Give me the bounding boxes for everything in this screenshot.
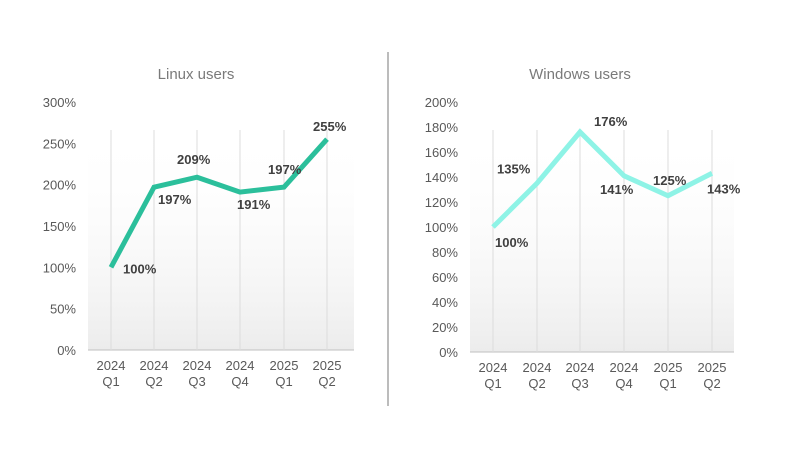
linux-x-axis-labels: 2024 Q1 2024 Q2 2024 Q3 2024 Q4 2025 Q1 2025 Q2 bbox=[97, 358, 342, 389]
windows-x-tick-label: 2024 Q4 bbox=[610, 360, 639, 391]
windows-users-chart: Windows users 0% 20% 40% 60% 80% 100% 120% 140%… bbox=[425, 66, 741, 391]
windows-y-tick-label: 160% bbox=[425, 145, 459, 160]
windows-x-axis-labels: 2024 Q1 2024 Q2 2024 Q3 2024 Q4 2025 Q1 2025 Q2 bbox=[479, 360, 727, 391]
windows-gridlines bbox=[470, 130, 734, 353]
linux-data-label: 209% bbox=[177, 152, 211, 167]
windows-data-label: 125% bbox=[653, 173, 687, 188]
windows-data-label: 141% bbox=[600, 182, 634, 197]
linux-data-label: 255% bbox=[313, 119, 347, 134]
windows-x-tick-label: 2024 Q1 bbox=[479, 360, 508, 391]
linux-y-tick-label: 200% bbox=[43, 178, 77, 193]
linux-x-tick-label: 2024 Q3 bbox=[183, 358, 212, 389]
windows-x-tick-label: 2024 Q3 bbox=[566, 360, 595, 391]
windows-series bbox=[491, 128, 714, 229]
linux-gridlines bbox=[88, 130, 354, 351]
windows-y-tick-label: 40% bbox=[432, 295, 458, 310]
windows-chart-title: Windows users bbox=[529, 66, 631, 83]
linux-x-tick-label: 2024 Q4 bbox=[226, 358, 255, 389]
windows-y-tick-label: 200% bbox=[425, 95, 459, 110]
windows-data-label: 135% bbox=[497, 161, 531, 176]
windows-plot-background bbox=[470, 130, 734, 352]
windows-y-tick-label: 180% bbox=[425, 120, 459, 135]
windows-x-tick-label: 2025 Q2 bbox=[698, 360, 727, 391]
linux-y-tick-label: 100% bbox=[43, 260, 77, 275]
linux-chart-title: Linux users bbox=[158, 66, 235, 83]
linux-data-label: 191% bbox=[237, 197, 271, 212]
windows-y-tick-label: 20% bbox=[432, 320, 458, 335]
linux-y-tick-label: 150% bbox=[43, 219, 77, 234]
linux-x-tick-label: 2024 Q1 bbox=[97, 358, 126, 389]
windows-x-tick-label: 2024 Q2 bbox=[523, 360, 552, 391]
linux-y-tick-label: 0% bbox=[57, 343, 76, 358]
windows-data-labels: 100% 135% 176% 141% 125% 143% bbox=[495, 114, 741, 250]
linux-series-line bbox=[108, 137, 329, 269]
linux-y-tick-label: 300% bbox=[43, 95, 77, 110]
windows-y-tick-label: 140% bbox=[425, 170, 459, 185]
linux-x-tick-label: 2025 Q1 bbox=[270, 358, 299, 389]
windows-y-tick-label: 60% bbox=[432, 270, 458, 285]
linux-y-tick-label: 50% bbox=[50, 302, 76, 317]
linux-data-label: 100% bbox=[123, 261, 157, 276]
linux-y-axis-ticks: 0% 50% 100% 150% 200% 250% 300% bbox=[43, 95, 77, 358]
linux-plot-background bbox=[88, 130, 354, 350]
windows-x-tick-label: 2025 Q1 bbox=[654, 360, 683, 391]
linux-y-tick-label: 250% bbox=[43, 136, 77, 151]
linux-users-chart: Linux users 0% 50% 100% 150% 200% 250% 300% 20… bbox=[43, 66, 354, 389]
windows-y-axis-ticks: 0% 20% 40% 60% 80% 100% 120% 140% 160% 180% 200% bbox=[425, 95, 459, 360]
linux-series bbox=[108, 137, 329, 269]
windows-y-tick-label: 80% bbox=[432, 245, 458, 260]
windows-data-label: 176% bbox=[594, 114, 628, 129]
windows-y-tick-label: 120% bbox=[425, 195, 459, 210]
linux-data-label: 197% bbox=[158, 192, 192, 207]
windows-data-label: 100% bbox=[495, 235, 529, 250]
linux-x-tick-label: 2025 Q2 bbox=[313, 358, 342, 389]
linux-x-tick-label: 2024 Q2 bbox=[140, 358, 169, 389]
windows-series-line bbox=[491, 128, 714, 229]
windows-data-label: 143% bbox=[707, 181, 741, 196]
windows-y-tick-label: 0% bbox=[439, 345, 458, 360]
linux-data-labels: 100% 197% 209% 191% 197% 255% bbox=[123, 119, 347, 276]
linux-data-label: 197% bbox=[268, 162, 302, 177]
windows-y-tick-label: 100% bbox=[425, 220, 459, 235]
